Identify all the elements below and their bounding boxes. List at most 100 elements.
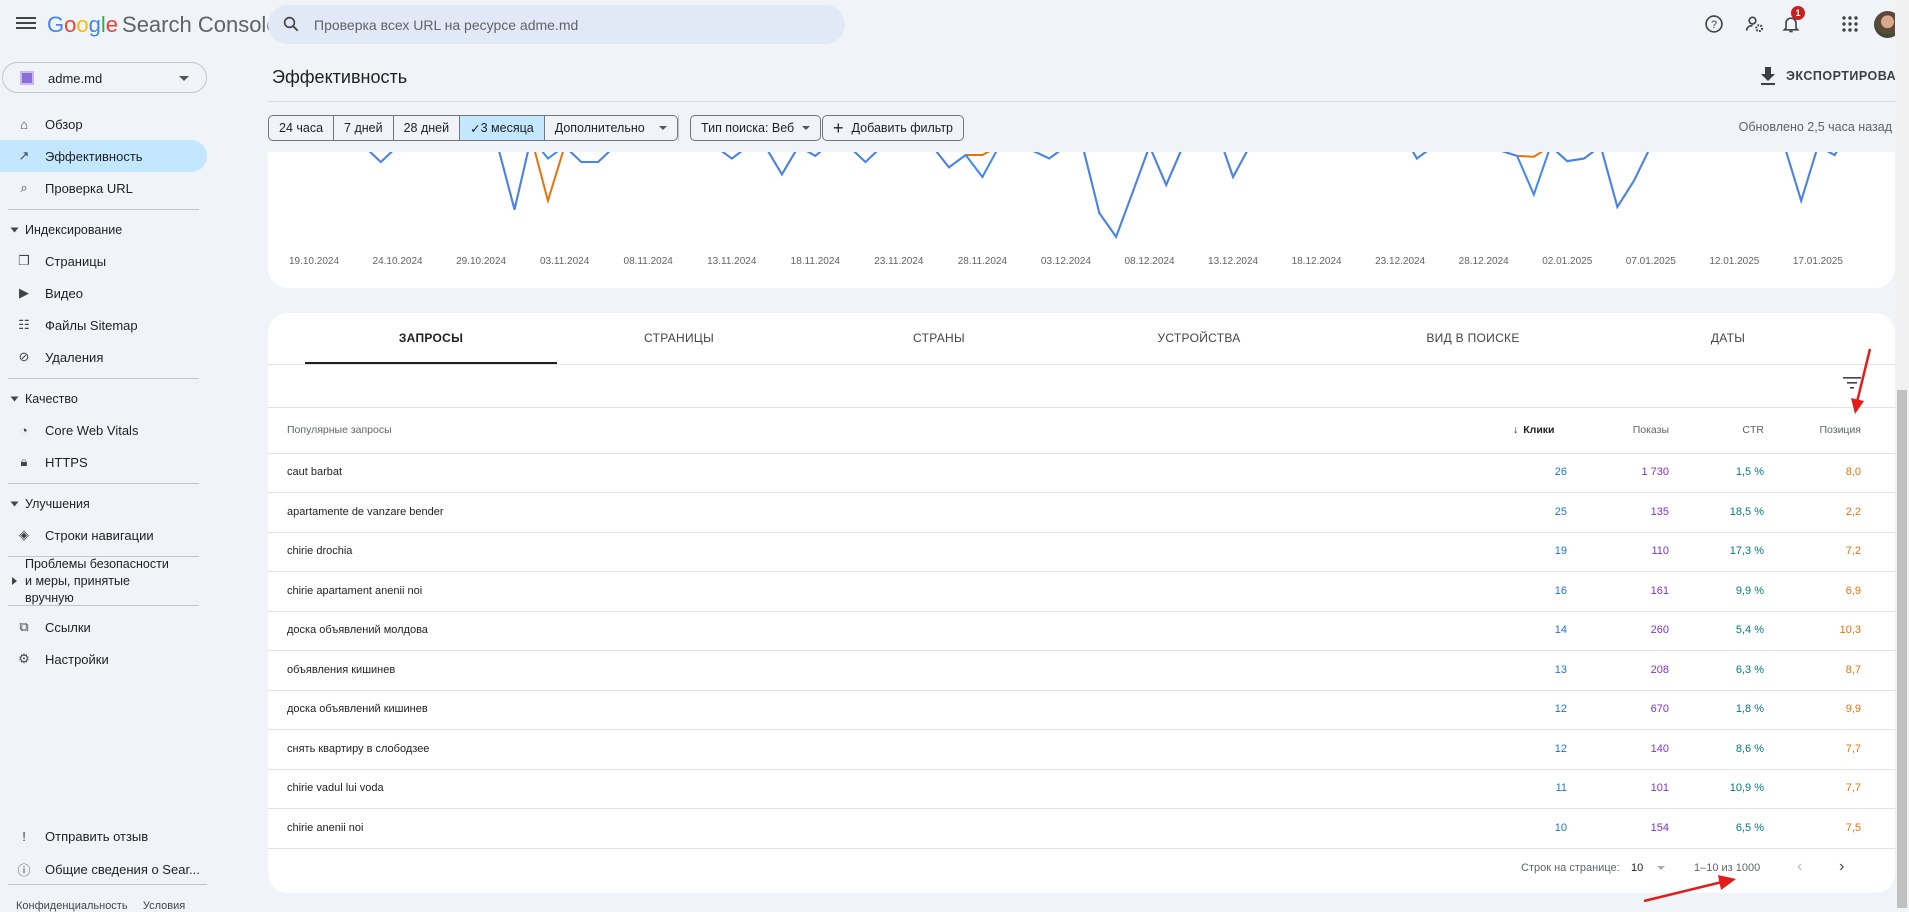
export-button[interactable]: ЭКСПОРТИРОВАТЬ — [1760, 67, 1909, 85]
query-cell[interactable]: apartamente de vanzare bender — [287, 505, 444, 518]
sidebar-section-label: Улучшения — [25, 497, 90, 511]
home-icon: ⌂ — [20, 116, 28, 132]
sidebar-item[interactable]: ⓘ Общие сведения о Sear... — [0, 853, 207, 886]
sidebar-item[interactable]: ⌂ Обзор — [0, 108, 207, 140]
impressions-cell: 670 — [1650, 703, 1669, 715]
sidebar-item-label: Ссылки — [45, 619, 91, 635]
search-input[interactable] — [314, 5, 834, 44]
sidebar-item[interactable]: ❐ Страницы — [0, 245, 207, 277]
sidebar-item[interactable]: ◔ Core Web Vitals — [0, 414, 207, 446]
date-chip[interactable]: 24 часа — [269, 116, 335, 140]
scrollbar-thumb[interactable] — [1897, 390, 1907, 908]
query-cell[interactable]: объявления кишинев — [287, 663, 396, 676]
privacy-link[interactable]: Конфиденциальность — [16, 900, 128, 912]
page-scrollbar[interactable] — [1895, 0, 1909, 908]
tab-0[interactable]: ЗАПРОСЫ — [398, 331, 464, 345]
sidebar-section-label: Проблемы безопасности и меры, принятые в… — [25, 556, 169, 605]
x-tick-label: 23.11.2024 — [874, 256, 924, 267]
ctr-cell: 18,5 % — [1729, 505, 1764, 518]
sidebar-section[interactable]: Проблемы безопасности и меры, принятые в… — [0, 557, 207, 605]
x-tick-label: 28.11.2024 — [957, 256, 1008, 267]
table-row[interactable]: chirie anenii noi 10 154 6,5 % 7,5 — [268, 809, 1895, 849]
logo[interactable]: Google Search Console — [47, 12, 279, 38]
col-header-position[interactable]: Позиция — [1819, 424, 1861, 436]
add-filter-button[interactable]: + Добавить фильтр — [822, 115, 965, 141]
row-divider — [268, 689, 1895, 691]
sidebar-item[interactable]: ↗ Эффективность — [0, 140, 207, 172]
sidebar-section[interactable]: Качество — [0, 384, 207, 414]
query-cell[interactable]: caut barbat — [287, 466, 343, 478]
rows-per-page-select[interactable]: 10 — [1631, 862, 1666, 874]
admin-settings-icon[interactable] — [1743, 12, 1767, 36]
search-type-filter[interactable]: Тип поиска: Веб — [690, 115, 822, 141]
table-row[interactable]: chirie apartament anenii noi 16 161 9,9 % 6,… — [268, 572, 1895, 612]
sidebar-item[interactable]: ☷ Файлы Sitemap — [0, 309, 207, 341]
table-row[interactable]: доска объявлений кишинев 12 670 1,8 % 9,9 — [268, 690, 1895, 730]
settings-icon: ⚙ — [18, 651, 30, 666]
tab-1[interactable]: СТРАНИЦЫ — [644, 331, 714, 345]
table-row[interactable]: доска объявлений молдова 14 260 5,4 % 10,3 — [268, 611, 1895, 651]
help-icon[interactable]: ? — [1702, 12, 1726, 36]
check-icon: ✓ — [470, 121, 481, 136]
sidebar-item[interactable]: ◈ Строки навигации — [0, 519, 207, 551]
table-row[interactable]: caut barbat 26 1 730 1,5 % 8,0 — [268, 453, 1895, 493]
x-tick-label: 19.10.2024 — [288, 256, 340, 267]
tab-2[interactable]: СТРАНЫ — [913, 331, 965, 345]
query-cell[interactable]: chirie anenii noi — [287, 821, 364, 834]
table-row[interactable]: chirie vadul lui voda 11 101 10,9 % 7,7 — [268, 769, 1895, 809]
tab-3[interactable]: УСТРОЙСТВА — [1157, 331, 1241, 345]
query-cell[interactable]: chirie vadul lui voda — [287, 782, 384, 794]
sidebar-item[interactable]: ! Отправить отзыв — [0, 820, 207, 853]
col-header-clicks[interactable]: ↓ Клики — [1513, 424, 1555, 436]
sitemap-icon: ☷ — [18, 317, 30, 332]
page-title: Эффективность — [272, 67, 408, 87]
next-page-icon[interactable]: › — [1839, 858, 1845, 875]
sidebar-item[interactable]: 🔒︎ HTTPS — [0, 446, 207, 478]
clicks-label: Клики — [1523, 424, 1555, 436]
notifications-bell-icon[interactable]: 1 — [1779, 6, 1805, 36]
terms-link[interactable]: Условия — [142, 900, 186, 912]
series-line — [368, 152, 1838, 239]
sidebar-section[interactable]: Индексирование — [0, 215, 207, 245]
col-header-impressions[interactable]: Показы — [1632, 424, 1669, 436]
row-divider — [268, 847, 1895, 849]
date-chip[interactable]: 7 дней — [334, 116, 394, 140]
filter-list-icon[interactable] — [1843, 376, 1861, 390]
lock-icon: 🔒︎ — [20, 454, 28, 469]
tab-5[interactable]: ДАТЫ — [1710, 331, 1746, 345]
apps-grid-icon[interactable] — [1838, 12, 1862, 36]
query-cell[interactable]: снять квартиру в слободзее — [287, 742, 430, 755]
sidebar-item[interactable]: ▶ Видео — [0, 277, 207, 309]
table-row[interactable]: снять квартиру в слободзее 12 140 8,6 % 7,7 — [268, 730, 1895, 770]
property-name: adme.md — [48, 71, 103, 86]
property-selector[interactable]: adme.md — [2, 62, 207, 93]
ctr-cell: 1,8 % — [1735, 703, 1764, 715]
ctr-cell: 17,3 % — [1729, 545, 1764, 557]
query-cell[interactable]: доска объявлений молдова — [287, 624, 428, 636]
sidebar-item[interactable]: ⧉ Ссылки — [0, 611, 207, 643]
col-header-ctr[interactable]: CTR — [1742, 424, 1764, 436]
prev-page-icon[interactable]: ‹ — [1797, 858, 1803, 875]
menu-icon[interactable] — [16, 14, 36, 34]
tab-4[interactable]: ВИД В ПОИСКЕ — [1426, 331, 1520, 345]
position-cell: 9,9 — [1845, 703, 1861, 715]
clicks-cell: 19 — [1554, 545, 1567, 557]
table-row[interactable]: apartamente de vanzare bender 25 135 18,5 %… — [268, 493, 1895, 533]
url-inspection-search[interactable] — [268, 5, 845, 44]
position-cell: 7,7 — [1845, 742, 1861, 755]
query-cell[interactable]: доска объявлений кишинев — [287, 703, 428, 715]
sidebar-item[interactable]: ⌕ Проверка URL — [0, 172, 207, 204]
sidebar-item[interactable]: ⚙ Настройки — [0, 643, 207, 675]
expand-triangle-icon — [10, 396, 19, 402]
table-row[interactable]: объявления кишинев 13 208 6,3 % 8,7 — [268, 651, 1895, 691]
date-chip[interactable]: ✓ 3 месяца — [460, 116, 545, 140]
impressions-cell: 110 — [1651, 545, 1669, 557]
query-cell[interactable]: chirie apartament anenii noi — [287, 584, 423, 597]
sidebar-section[interactable]: Улучшения — [0, 489, 207, 519]
sidebar-item[interactable]: ⊘ Удаления — [0, 341, 207, 373]
query-cell[interactable]: chirie drochia — [287, 545, 353, 557]
date-chip-label: 7 дней — [344, 121, 383, 135]
date-chip[interactable]: Дополнительно — [545, 116, 677, 140]
table-row[interactable]: chirie drochia 19 110 17,3 % 7,2 — [268, 532, 1895, 572]
date-chip[interactable]: 28 дней — [394, 116, 461, 140]
